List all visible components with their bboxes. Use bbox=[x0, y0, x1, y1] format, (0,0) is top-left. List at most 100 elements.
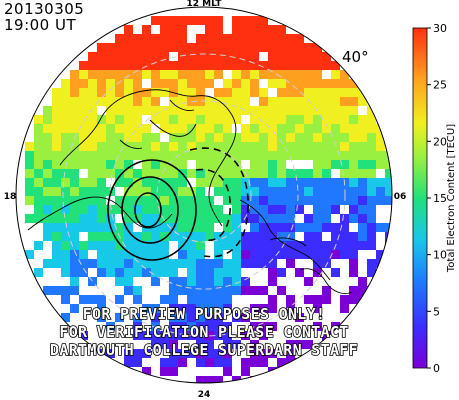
tec-cell bbox=[358, 115, 367, 124]
tec-cell bbox=[223, 61, 232, 70]
tec-cell bbox=[79, 97, 88, 106]
tec-cell bbox=[124, 43, 133, 52]
tec-cell bbox=[313, 205, 322, 214]
tec-cell bbox=[214, 124, 223, 133]
tec-cell bbox=[115, 142, 124, 151]
tec-cell bbox=[88, 79, 97, 88]
tec-cell bbox=[133, 61, 142, 70]
tec-cell bbox=[79, 115, 88, 124]
tec-cell bbox=[241, 16, 250, 25]
tec-cell bbox=[250, 232, 259, 241]
tec-cell bbox=[43, 259, 52, 268]
tec-cell bbox=[43, 124, 52, 133]
tec-cell bbox=[133, 349, 142, 358]
tec-cell bbox=[313, 178, 322, 187]
tec-cell bbox=[232, 106, 241, 115]
tec-cell bbox=[52, 151, 61, 160]
tec-cell bbox=[34, 142, 43, 151]
tec-cell bbox=[79, 88, 88, 97]
tec-cell bbox=[268, 223, 277, 232]
tec-cell bbox=[151, 97, 160, 106]
tec-cell bbox=[106, 97, 115, 106]
tec-cell bbox=[331, 178, 340, 187]
tec-cell bbox=[304, 43, 313, 52]
tec-cell bbox=[133, 178, 142, 187]
tec-cell bbox=[259, 169, 268, 178]
tec-cell bbox=[106, 160, 115, 169]
tec-cell bbox=[223, 115, 232, 124]
mlt-label-right: 06 bbox=[394, 192, 407, 202]
tec-cell bbox=[322, 187, 331, 196]
tec-cell bbox=[61, 124, 70, 133]
tec-cell bbox=[313, 142, 322, 151]
tec-cell bbox=[115, 151, 124, 160]
tec-cell bbox=[295, 178, 304, 187]
tec-cell bbox=[268, 169, 277, 178]
tec-cell bbox=[133, 358, 142, 367]
tec-cell bbox=[268, 304, 277, 313]
tec-cell bbox=[286, 349, 295, 358]
tec-cell bbox=[196, 349, 205, 358]
tec-cell bbox=[79, 223, 88, 232]
tec-cell bbox=[97, 43, 106, 52]
tec-cell bbox=[259, 241, 268, 250]
tec-cell bbox=[97, 295, 106, 304]
tec-cell bbox=[196, 313, 205, 322]
tec-cell bbox=[61, 169, 70, 178]
tec-cell bbox=[304, 88, 313, 97]
tec-cell bbox=[322, 214, 331, 223]
tec-cell bbox=[313, 241, 322, 250]
watermark-line-1: FOR PREVIEW PURPOSES ONLY! bbox=[83, 305, 326, 323]
tec-cell bbox=[187, 223, 196, 232]
tec-cell bbox=[115, 178, 124, 187]
tec-cell bbox=[331, 97, 340, 106]
tec-cell bbox=[322, 124, 331, 133]
tec-cell bbox=[187, 142, 196, 151]
tec-cell bbox=[232, 340, 241, 349]
tec-cell bbox=[232, 52, 241, 61]
tec-cell bbox=[106, 88, 115, 97]
tec-cell bbox=[124, 268, 133, 277]
tec-cell bbox=[52, 223, 61, 232]
tec-cell bbox=[322, 205, 331, 214]
tec-cell bbox=[277, 97, 286, 106]
tec-cell bbox=[196, 52, 205, 61]
tec-cell bbox=[286, 232, 295, 241]
tec-cell bbox=[52, 178, 61, 187]
tec-cell bbox=[52, 133, 61, 142]
tec-cell bbox=[295, 133, 304, 142]
tec-cell bbox=[322, 259, 331, 268]
tec-cell bbox=[277, 196, 286, 205]
tec-cell bbox=[169, 304, 178, 313]
tec-cell bbox=[124, 349, 133, 358]
tec-cell bbox=[151, 196, 160, 205]
tec-cell bbox=[61, 97, 70, 106]
tec-cell bbox=[178, 196, 187, 205]
tec-cell bbox=[223, 304, 232, 313]
tec-cell bbox=[70, 196, 79, 205]
tec-cell bbox=[322, 331, 331, 340]
tec-cell bbox=[187, 70, 196, 79]
tec-cell bbox=[286, 124, 295, 133]
tec-cell bbox=[322, 142, 331, 151]
tec-cell bbox=[124, 124, 133, 133]
tec-cell bbox=[286, 34, 295, 43]
tec-cell bbox=[151, 160, 160, 169]
tec-cell bbox=[232, 250, 241, 259]
tec-cell bbox=[43, 115, 52, 124]
tec-cell bbox=[79, 268, 88, 277]
tec-cell bbox=[124, 277, 133, 286]
tec-cell bbox=[376, 133, 385, 142]
tec-cell bbox=[178, 34, 187, 43]
tec-cell bbox=[268, 295, 277, 304]
tec-cell bbox=[70, 133, 79, 142]
tec-cell bbox=[70, 304, 79, 313]
tec-cell bbox=[133, 205, 142, 214]
tec-cell bbox=[259, 16, 268, 25]
tec-cell bbox=[142, 178, 151, 187]
tec-cell bbox=[358, 151, 367, 160]
time-label: 19:00 UT bbox=[4, 16, 76, 34]
tec-cell bbox=[52, 115, 61, 124]
